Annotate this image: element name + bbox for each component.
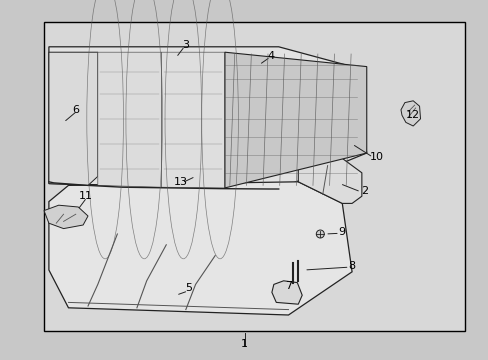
Text: 1: 1 [241,339,247,349]
Polygon shape [49,182,351,315]
Polygon shape [49,52,98,185]
Circle shape [316,230,324,238]
Polygon shape [400,101,420,126]
Text: 5: 5 [184,283,191,293]
Text: 8: 8 [348,261,355,271]
Text: 9: 9 [338,227,345,237]
Polygon shape [271,281,302,304]
FancyBboxPatch shape [44,22,464,331]
Text: 3: 3 [182,40,189,50]
Polygon shape [98,52,161,187]
Polygon shape [49,47,366,189]
Text: 7: 7 [285,281,291,291]
Text: 10: 10 [369,152,383,162]
Text: 2: 2 [360,186,367,196]
Text: 13: 13 [174,177,187,187]
Text: 6: 6 [72,105,79,115]
Text: 4: 4 [267,51,274,61]
Text: 12: 12 [406,110,419,120]
Polygon shape [224,52,366,188]
Polygon shape [161,52,224,188]
Polygon shape [298,157,361,203]
Text: 11: 11 [79,191,92,201]
Polygon shape [44,205,88,229]
